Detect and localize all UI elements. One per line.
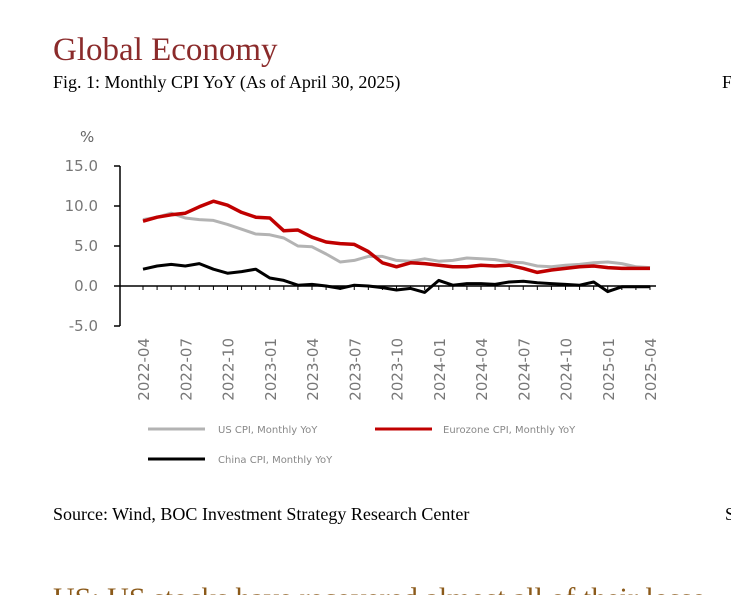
x-tick-label: 2023-10 [389,338,407,401]
x-tick-label: 2024-07 [515,338,533,401]
heading: Global Economy [53,32,278,68]
figure-caption: F [722,72,731,92]
x-tick-label: 2024-04 [473,338,491,401]
y-tick-label: -5.0 [69,317,98,335]
x-tick-label: 2023-04 [304,338,322,401]
legend-label: Eurozone CPI, Monthly YoY [443,425,576,436]
source: Source: Wind, BOC Investment Strategy Re… [53,504,469,524]
y-tick-label: 10.0 [65,197,98,215]
series-line [142,199,650,275]
y-axis-label: % [80,128,94,146]
y-tick-label: 15.0 [65,157,98,175]
x-tick-label: 2023-07 [346,338,364,401]
y-tick-label: 5.0 [74,237,98,255]
series-line [142,211,651,270]
series-line [142,262,650,294]
section-heading: US: US stocks have recovered almost all … [53,582,705,595]
x-tick-label: 2022-04 [135,338,153,401]
y-tick-label: 0.0 [74,277,98,295]
legend-label: US CPI, Monthly YoY [218,425,318,436]
x-tick-label: 2025-01 [600,338,618,401]
legend-label: China CPI, Monthly YoY [218,455,333,466]
x-tick-label: 2024-10 [558,338,576,401]
x-tick-label: 2022-07 [177,338,195,401]
figure-caption: Fig. 1: Monthly CPI YoY (As of April 30,… [53,72,400,93]
x-tick-label: 2023-01 [262,338,280,401]
x-tick-label: 2022-10 [220,338,238,401]
x-tick-label: 2024-01 [431,338,449,401]
x-tick-label: 2025-04 [642,338,660,401]
source: S [725,504,731,524]
